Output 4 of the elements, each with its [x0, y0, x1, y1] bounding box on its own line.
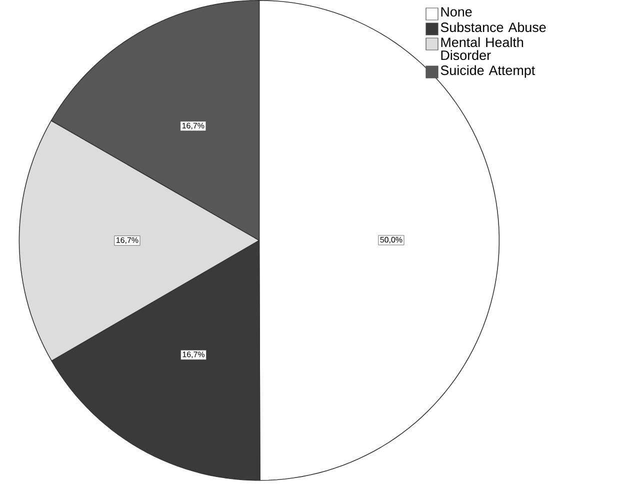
legend-label: Suicide Attempt [440, 65, 536, 78]
slice-label: None [441, 7, 472, 17]
legend-label: Substance Abuse [440, 22, 546, 32]
legend-label: Mental Health Disorder [441, 37, 524, 60]
